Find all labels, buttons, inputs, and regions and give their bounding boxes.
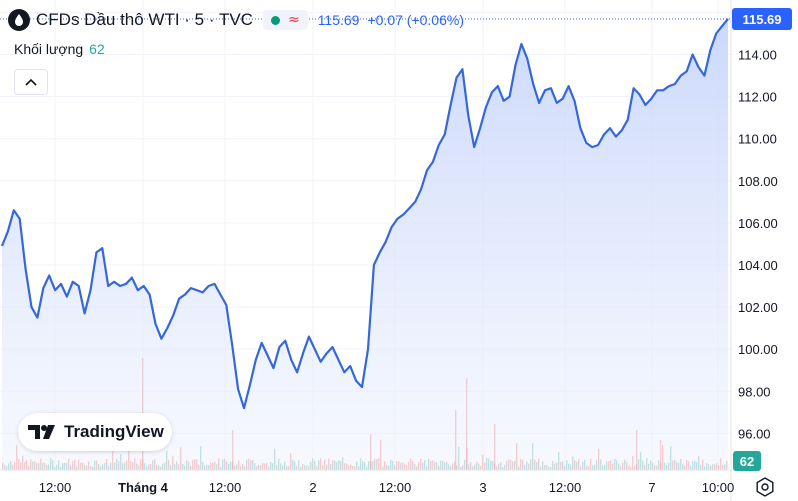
y-tick-label: 114.00 bbox=[738, 48, 777, 63]
symbol-title[interactable]: CFDs Dầu thô WTI · 5 · TVC bbox=[36, 10, 253, 29]
volume-badge: 62 bbox=[733, 451, 761, 471]
last-price-label: 115.69 bbox=[742, 12, 781, 27]
volume-value: 62 bbox=[89, 41, 105, 57]
market-open-dot-icon bbox=[270, 15, 280, 25]
x-tick-label: 12:00 bbox=[39, 480, 72, 495]
symbol-header[interactable]: CFDs Dầu thô WTI · 5 · TVC ≈ 115.69 +0.0… bbox=[8, 8, 464, 32]
volume-badge-label: 62 bbox=[740, 454, 754, 469]
price-area bbox=[2, 18, 728, 471]
y-tick-label: 110.00 bbox=[738, 132, 777, 147]
y-tick-label: 102.00 bbox=[738, 300, 778, 315]
symbol-icon bbox=[8, 9, 30, 31]
x-tick-label: 3 bbox=[479, 480, 486, 495]
chevron-up-icon bbox=[25, 78, 37, 86]
y-tick-label: 112.00 bbox=[738, 90, 777, 105]
x-tick-label: 10:00 bbox=[702, 480, 735, 495]
x-tick-label: 12:00 bbox=[549, 480, 582, 495]
market-status[interactable]: ≈ bbox=[262, 10, 308, 30]
y-tick-label: 98.00 bbox=[738, 384, 771, 399]
last-price: 115.69 bbox=[317, 12, 360, 28]
y-tick-label: 106.00 bbox=[738, 216, 778, 231]
y-tick-label: 108.00 bbox=[738, 174, 778, 189]
tradingview-logo-icon bbox=[28, 425, 55, 439]
last-price-badge: 115.69 bbox=[732, 7, 792, 30]
x-tick-label: 2 bbox=[309, 480, 316, 495]
y-tick-label: 100.00 bbox=[738, 342, 778, 357]
delay-wave-icon: ≈ bbox=[287, 12, 300, 28]
x-tick-label: Tháng 4 bbox=[118, 480, 169, 495]
volume-legend[interactable]: Khối lượng 62 bbox=[14, 41, 105, 57]
price-change: +0.07 (+0.06%) bbox=[367, 12, 464, 28]
x-tick-label: 12:00 bbox=[379, 480, 412, 495]
x-tick-label: 7 bbox=[648, 480, 655, 495]
y-axis: 116.00114.00112.00110.00108.00106.00104.… bbox=[738, 5, 778, 441]
price-line bbox=[0, 18, 729, 410]
y-tick-label: 96.00 bbox=[738, 426, 771, 441]
tradingview-logo[interactable]: TradingView bbox=[18, 413, 172, 451]
x-axis: 12:00 Tháng 4 12:00 2 12:00 3 12:00 7 10:00 bbox=[39, 480, 735, 495]
tradingview-logo-text: TradingView bbox=[64, 422, 164, 441]
settings-icon[interactable] bbox=[754, 476, 776, 498]
y-tick-label: 104.00 bbox=[738, 258, 778, 273]
collapse-legend-button[interactable] bbox=[14, 69, 48, 95]
volume-label: Khối lượng bbox=[14, 41, 84, 57]
x-tick-label: 12:00 bbox=[209, 480, 242, 495]
